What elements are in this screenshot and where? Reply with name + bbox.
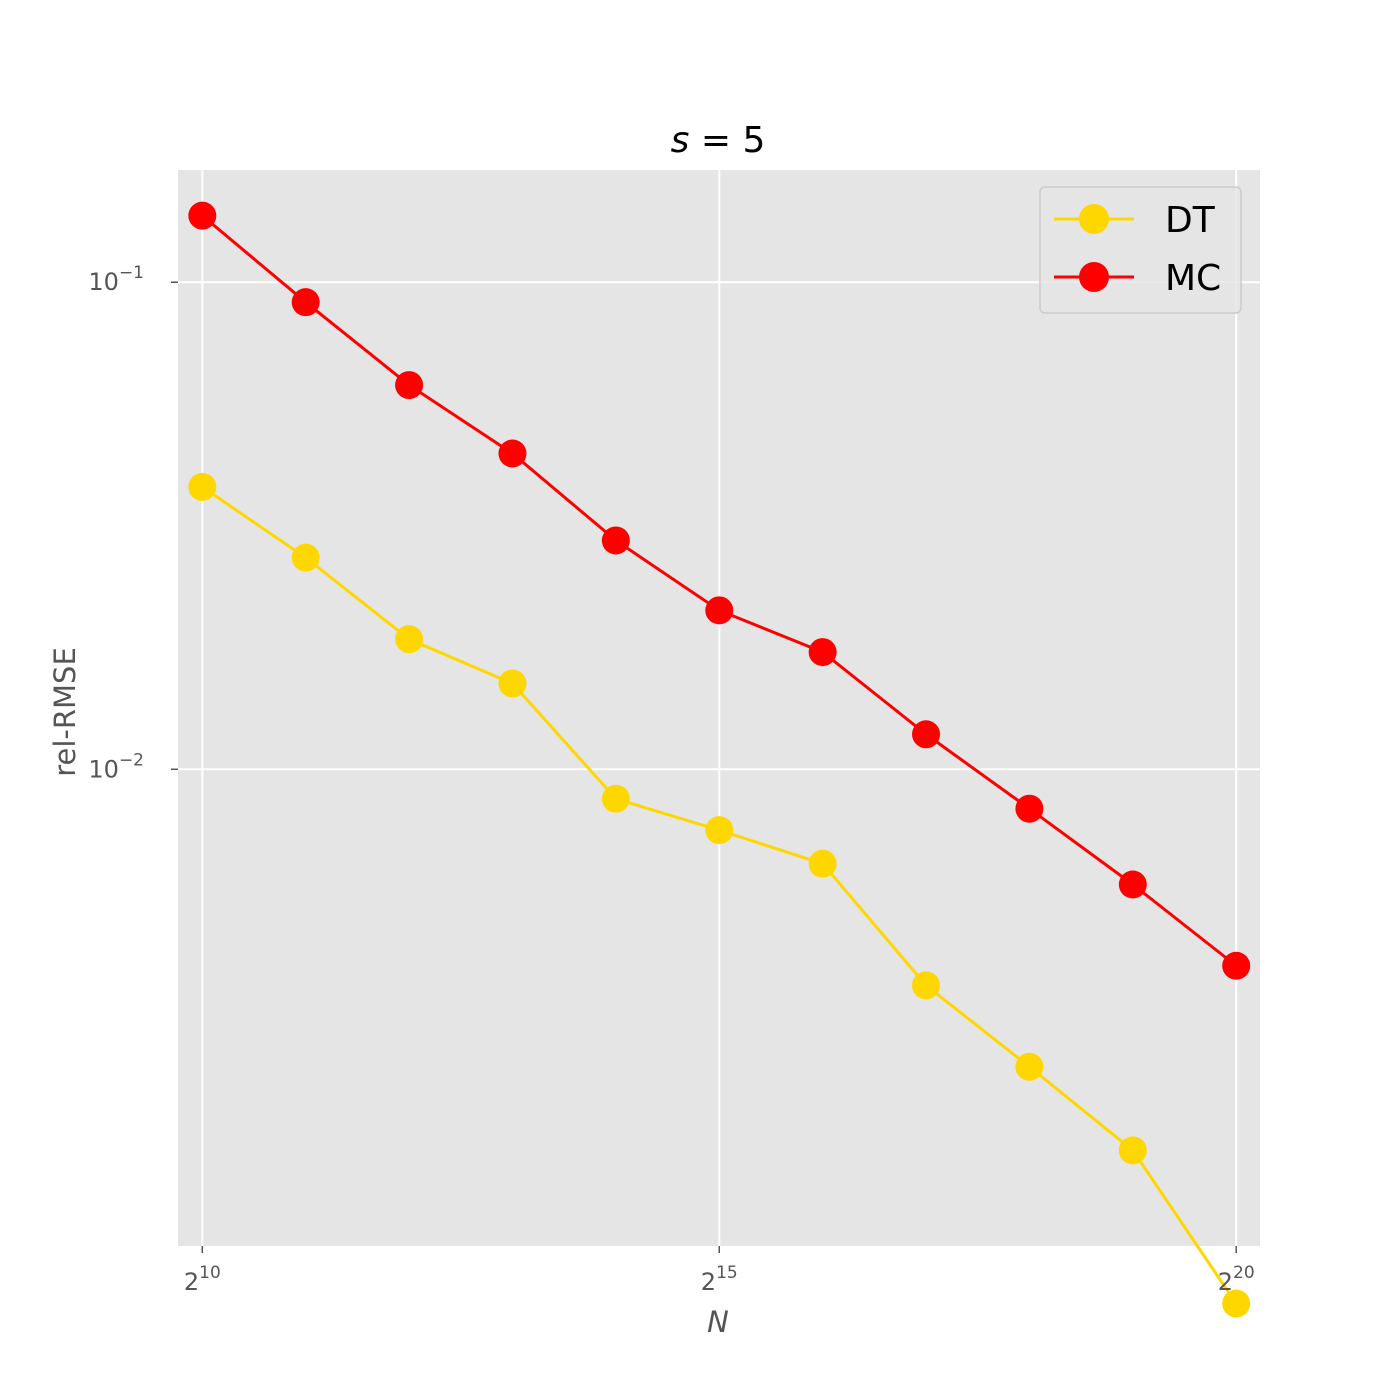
data-point-dt bbox=[188, 472, 217, 501]
data-point-mc bbox=[291, 288, 320, 317]
data-point-dt bbox=[601, 784, 630, 813]
x-tick-label: 215 bbox=[701, 1263, 738, 1296]
x-tick-label: 220 bbox=[1218, 1263, 1255, 1296]
data-point-dt bbox=[291, 543, 320, 572]
data-point-dt bbox=[705, 816, 734, 845]
legend-label-mc: MC bbox=[1165, 258, 1221, 299]
legend-marker-dt bbox=[1079, 204, 1109, 234]
data-point-mc bbox=[498, 439, 527, 468]
y-tick-label: 10−1 bbox=[88, 263, 144, 296]
x-tick-label: 210 bbox=[184, 1263, 221, 1296]
data-point-mc bbox=[912, 720, 941, 749]
data-point-dt bbox=[912, 971, 941, 1000]
data-point-mc bbox=[705, 596, 734, 625]
data-point-mc bbox=[395, 371, 424, 400]
data-point-dt bbox=[498, 669, 527, 698]
legend: DT MC bbox=[1039, 186, 1242, 314]
legend-marker-mc bbox=[1079, 262, 1109, 292]
data-point-mc bbox=[1015, 794, 1044, 823]
tick-labels: 210 215 220 10−1 10−2 bbox=[88, 263, 1254, 1296]
data-point-mc bbox=[1118, 870, 1147, 899]
data-point-mc bbox=[601, 526, 630, 555]
data-point-dt bbox=[1222, 1289, 1251, 1318]
data-point-dt bbox=[1118, 1136, 1147, 1165]
y-axis-label: rel-RMSE bbox=[48, 647, 82, 777]
x-axis-label: N bbox=[707, 1305, 729, 1339]
legend-label-dt: DT bbox=[1165, 200, 1216, 241]
data-point-mc bbox=[808, 638, 837, 667]
data-point-dt bbox=[395, 625, 424, 654]
series-dt bbox=[188, 472, 1251, 1318]
data-point-mc bbox=[1222, 951, 1251, 980]
data-point-dt bbox=[808, 849, 837, 878]
data-point-dt bbox=[1015, 1052, 1044, 1081]
y-tick-label: 10−2 bbox=[88, 750, 144, 783]
series-layer bbox=[188, 201, 1251, 1318]
data-point-mc bbox=[188, 201, 217, 230]
series-mc bbox=[188, 201, 1251, 980]
chart-title: s = 5 bbox=[671, 120, 766, 161]
